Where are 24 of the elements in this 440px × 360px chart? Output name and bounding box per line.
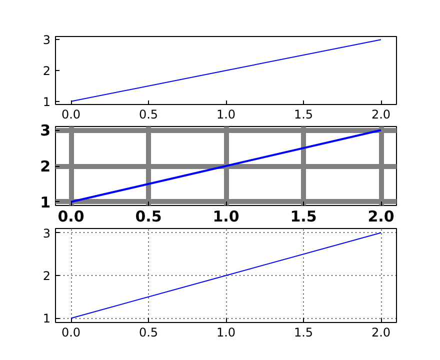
y-tick-label: 2 (40, 158, 50, 176)
y-tick-label: 1 (42, 94, 51, 109)
y-tick-label: 1 (42, 312, 51, 326)
x-tick-label: 1.5 (294, 108, 314, 122)
y-tick-label: 3 (42, 33, 51, 48)
x-tick-label: 0.0 (61, 326, 81, 340)
y-tick-label: 3 (40, 122, 50, 140)
x-tick-label: 1.5 (294, 326, 314, 340)
x-tick-label: 1.0 (216, 108, 236, 122)
x-tick-label: 0.5 (138, 326, 158, 340)
x-tick-label: 0.5 (138, 108, 158, 122)
x-tick-label: 0.0 (58, 208, 84, 226)
y-tick-label: 1 (40, 193, 50, 212)
x-tick-label: 2.0 (368, 208, 394, 226)
x-tick-label: 1.0 (216, 326, 236, 340)
x-tick-label: 2.0 (371, 108, 391, 122)
x-tick-label: 1.5 (290, 208, 317, 226)
x-tick-label: 2.0 (371, 326, 391, 340)
y-tick-label: 2 (42, 64, 51, 78)
x-tick-label: 1.0 (212, 208, 240, 226)
x-tick-label: 0.0 (61, 108, 81, 122)
y-tick-label: 2 (42, 269, 51, 283)
x-tick-label: 0.5 (135, 208, 162, 226)
y-tick-label: 3 (42, 226, 51, 240)
